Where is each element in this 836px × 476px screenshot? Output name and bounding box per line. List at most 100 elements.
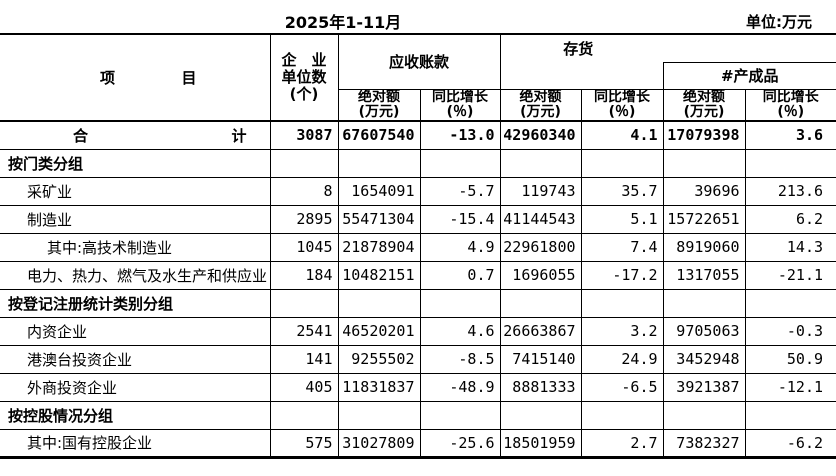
inventory-abs-cell: 18501959 [499,428,582,458]
units-cell: 575 [269,428,339,458]
receivables-yoy-cell: 4.9 [419,232,501,262]
inventory-abs-cell: 7415140 [499,344,582,374]
unit-count-line3: (个) [289,85,319,103]
abs-label-line2: (万元) [358,103,400,120]
table-row: 其中:国有控股企业 575 31027809 -25.6 18501959 2.… [0,428,836,458]
unit-label: 单位:万元 [746,13,812,31]
col-header-finished-yoy: 同比增长 (％) [744,88,836,122]
row-label-cell: 合 计 [0,120,271,150]
header-row-1: 项 目 企 业 单位数 (个) 应收账款 存货 [0,33,836,122]
receivables-abs-cell: 67607540 [337,120,421,150]
receivables-yoy-cell: -13.0 [419,120,501,150]
inventory-yoy-cell: 7.4 [580,232,664,262]
col-header-item: 项 目 [0,33,271,122]
finished-abs-cell [662,148,746,178]
finished-abs-cell: 9705063 [662,316,746,346]
col-header-finished-abs: 绝对额 (万元) [662,88,746,122]
col-header-finished-goods: #产成品 [662,61,836,90]
units-cell: 405 [269,372,339,402]
report-page: 2025年1-11月 单位:万元 项 目 企 业 单位数 (个) [0,13,836,459]
abs-label-line2: (万元) [683,103,725,120]
receivables-abs-cell: 55471304 [337,204,421,234]
row-label-cell: 采矿业 [0,176,271,206]
inventory-yoy-cell: 3.2 [580,316,664,346]
item-header-left: 项 [100,69,116,87]
finished-abs-cell [662,400,746,430]
inventory-yoy-cell: -6.5 [580,372,664,402]
finished-abs-cell: 1317055 [662,260,746,290]
total-label-right: 计 [231,126,247,145]
inventory-yoy-cell: 4.1 [580,120,664,150]
finished-abs-cell: 8919060 [662,232,746,262]
item-header-right: 目 [181,69,197,87]
receivables-abs-cell [337,288,421,318]
receivables-abs-cell: 21878904 [337,232,421,262]
receivables-abs-cell [337,148,421,178]
inventory-yoy-cell [580,288,664,318]
units-cell [269,148,339,178]
col-header-inventory-abs: 绝对额 (万元) [499,88,582,122]
receivables-yoy-cell: -15.4 [419,204,501,234]
report-title: 2025年1-11月 [284,13,402,32]
units-cell: 184 [269,260,339,290]
receivables-abs-cell: 10482151 [337,260,421,290]
units-cell: 2541 [269,316,339,346]
receivables-yoy-cell [419,400,501,430]
row-label-cell: 港澳台投资企业 [0,344,271,374]
receivables-abs-cell: 46520201 [337,316,421,346]
total-label-left: 合 [73,126,89,145]
row-label-cell: 其中:国有控股企业 [0,428,271,458]
abs-label-line1: 绝对额 [358,89,400,105]
finished-yoy-cell: 213.6 [744,176,836,206]
inventory-yoy-cell: 24.9 [580,344,664,374]
receivables-abs-cell: 31027809 [337,428,421,458]
unit-count-line1: 企 业 [281,51,327,69]
header-row-3: 绝对额 (万元) 同比增长 (％) 绝对额 (万元) 同比增长 (％) 绝对额 [0,88,836,122]
group-label-cell: 按登记注册统计类别分组 [0,288,271,318]
finished-abs-cell: 3452948 [662,344,746,374]
table-row: 港澳台投资企业 141 9255502 -8.5 7415140 24.9 34… [0,344,836,374]
abs-label-line2: (万元) [520,103,561,120]
finished-abs-cell: 17079398 [662,120,746,150]
yoy-label-line1: 同比增长 [762,89,819,105]
receivables-yoy-cell: 4.6 [419,316,501,346]
inventory-yoy-cell: 35.7 [580,176,664,206]
table-row: 制造业 2895 55471304 -15.4 41144543 5.1 157… [0,204,836,234]
header-spacer-cell [499,62,664,90]
units-cell: 3087 [269,120,339,150]
finished-yoy-cell: 6.2 [744,204,836,234]
inventory-yoy-cell [580,400,664,430]
units-cell: 1045 [269,232,339,262]
unit-count-line2: 单位数 [281,68,327,86]
finished-abs-cell: 3921387 [662,372,746,402]
table-row: 采矿业 8 1654091 -5.7 119743 35.7 39696 213… [0,176,836,206]
table-row: 其中:高技术制造业 1045 21878904 4.9 22961800 7.4… [0,232,836,262]
row-label-cell: 制造业 [0,204,271,234]
receivables-abs-cell: 1654091 [337,176,421,206]
table-row: 外商投资企业 405 11831837 -48.9 8881333 -6.5 3… [0,372,836,402]
finished-yoy-cell: 3.6 [744,120,836,150]
finished-yoy-cell [744,148,836,178]
inventory-abs-cell [499,148,582,178]
finished-abs-cell: 7382327 [662,428,746,458]
inventory-yoy-cell [580,148,664,178]
abs-label-line1: 绝对额 [519,89,562,105]
inventory-abs-cell: 41144543 [499,204,582,234]
units-cell [269,400,339,430]
units-cell: 8 [269,176,339,206]
inventory-yoy-cell: -17.2 [580,260,664,290]
inventory-abs-cell: 8881333 [499,372,582,402]
table-row-total: 合 计 3087 67607540 -13.0 42960340 4.1 170… [0,120,836,150]
receivables-abs-cell [337,400,421,430]
finished-abs-cell: 39696 [662,176,746,206]
row-label-cell: 电力、热力、燃气及水生产和供应业 [0,260,271,290]
inventory-abs-cell: 1696055 [499,260,582,290]
table-row: 内资企业 2541 46520201 4.6 26663867 3.2 9705… [0,316,836,346]
table-row-group: 按登记注册统计类别分组 [0,288,836,318]
units-cell: 141 [269,344,339,374]
col-header-inventory: 存货 [499,33,836,62]
inventory-yoy-cell: 5.1 [580,204,664,234]
finished-abs-cell [662,288,746,318]
inventory-abs-cell: 22961800 [499,232,582,262]
receivables-abs-cell: 9255502 [337,344,421,374]
